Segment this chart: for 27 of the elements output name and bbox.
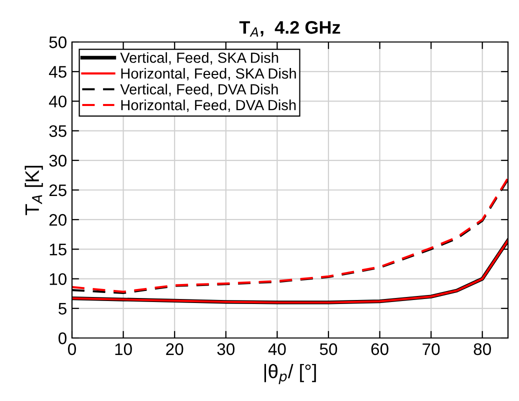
- y-axis-title: T$_{A}$ [K]: [24, 166, 43, 216]
- legend-label: Vertical, Feed, SKA Dish: [120, 52, 278, 65]
- x-tick-label: 70: [422, 343, 440, 356]
- x-tick-label: 30: [217, 343, 234, 356]
- y-tick-label: 5: [58, 302, 66, 315]
- legend-label: Vertical, Feed, DVA Dish: [120, 84, 278, 96]
- x-tick-label: 0: [68, 343, 76, 356]
- y-tick-label: 20: [49, 214, 66, 226]
- y-tick-label: 25: [49, 184, 66, 196]
- chart-title: T$_{A}$, 4.2 GHz: [239, 21, 340, 37]
- x-tick-label: 10: [115, 343, 132, 356]
- y-tick-label: 45: [48, 66, 66, 78]
- x-tick-label: 60: [371, 343, 388, 356]
- y-tick-label: 0: [58, 332, 66, 344]
- x-tick-label: 40: [268, 343, 286, 356]
- y-tick-label: 10: [50, 273, 66, 286]
- y-tick-label: 35: [49, 125, 66, 138]
- x-tick-label: 50: [320, 343, 338, 356]
- y-tick-label: 40: [48, 96, 66, 108]
- x-axis-title: |θ$_{p}$/ [°]: [264, 364, 316, 384]
- x-tick-label: 80: [474, 343, 491, 356]
- y-tick-label: 30: [49, 154, 66, 167]
- legend-label: Horizontal, Feed, DVA Dish: [121, 100, 296, 112]
- x-tick-label: 20: [166, 343, 184, 356]
- y-tick-label: 15: [50, 244, 66, 256]
- y-tick-label: 50: [49, 36, 66, 48]
- legend-label: Horizontal, Feed, SKA Dish: [121, 68, 296, 80]
